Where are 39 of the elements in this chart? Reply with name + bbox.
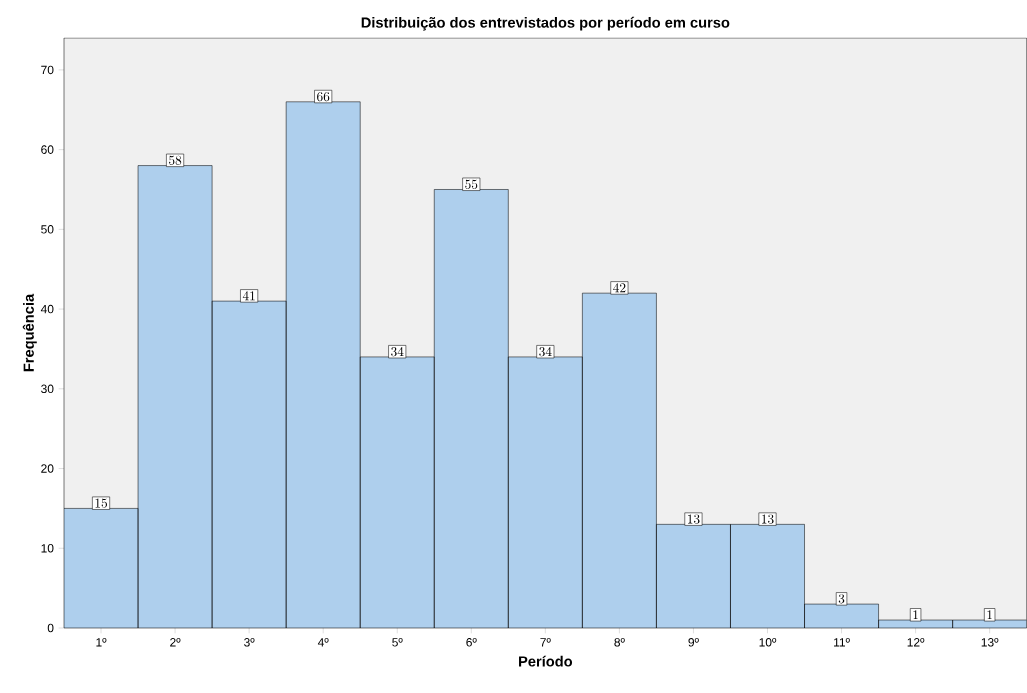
y-tick-label: 20: [41, 464, 54, 473]
x-tick-label: 13º: [981, 638, 999, 647]
y-tick-label: 70: [41, 65, 54, 75]
data-label: 1: [913, 610, 918, 620]
x-tick-label: 5º: [392, 638, 403, 647]
y-tick-label: 60: [41, 145, 54, 154]
x-tick-label: 7º: [540, 638, 551, 647]
data-label: 41: [242, 291, 255, 301]
data-label: 66: [317, 91, 330, 102]
data-label: 13: [762, 514, 774, 524]
y-tick-label: 30: [41, 384, 54, 394]
y-axis-title: Frequência: [22, 293, 37, 372]
y-tick-label: 10: [41, 544, 54, 553]
data-label: 1: [987, 610, 992, 620]
x-tick-label: 9º: [688, 638, 699, 647]
y-tick-label: 40: [40, 304, 54, 314]
x-tick-label: 3º: [244, 638, 255, 647]
x-axis-title: Período: [519, 655, 573, 667]
data-label: 58: [169, 155, 182, 165]
bar: [64, 508, 139, 628]
y-tick-label: 0: [47, 623, 54, 633]
x-tick-label: 4º: [317, 638, 329, 647]
x-tick-label: 6º: [466, 638, 477, 647]
x-tick-label: 10º: [759, 638, 777, 647]
y-tick-label: 50: [41, 225, 54, 234]
chart-title: Distribuição dos entrevistados por período em curso: [361, 16, 730, 31]
bar: [138, 165, 213, 628]
data-label: 15: [95, 498, 108, 508]
data-label: 42: [613, 283, 626, 293]
data-label: 34: [539, 346, 552, 357]
data-label: 13: [687, 514, 700, 524]
x-tick-label: 8º: [614, 638, 625, 647]
x-tick-label: 11º: [834, 638, 850, 647]
x-tick-label: 12º: [907, 638, 925, 647]
data-label: 34: [391, 346, 404, 357]
data-label: 3: [838, 594, 845, 604]
x-tick-label: 2º: [170, 638, 181, 647]
x-tick-label: 1º: [96, 638, 107, 647]
data-label: 55: [465, 179, 478, 189]
